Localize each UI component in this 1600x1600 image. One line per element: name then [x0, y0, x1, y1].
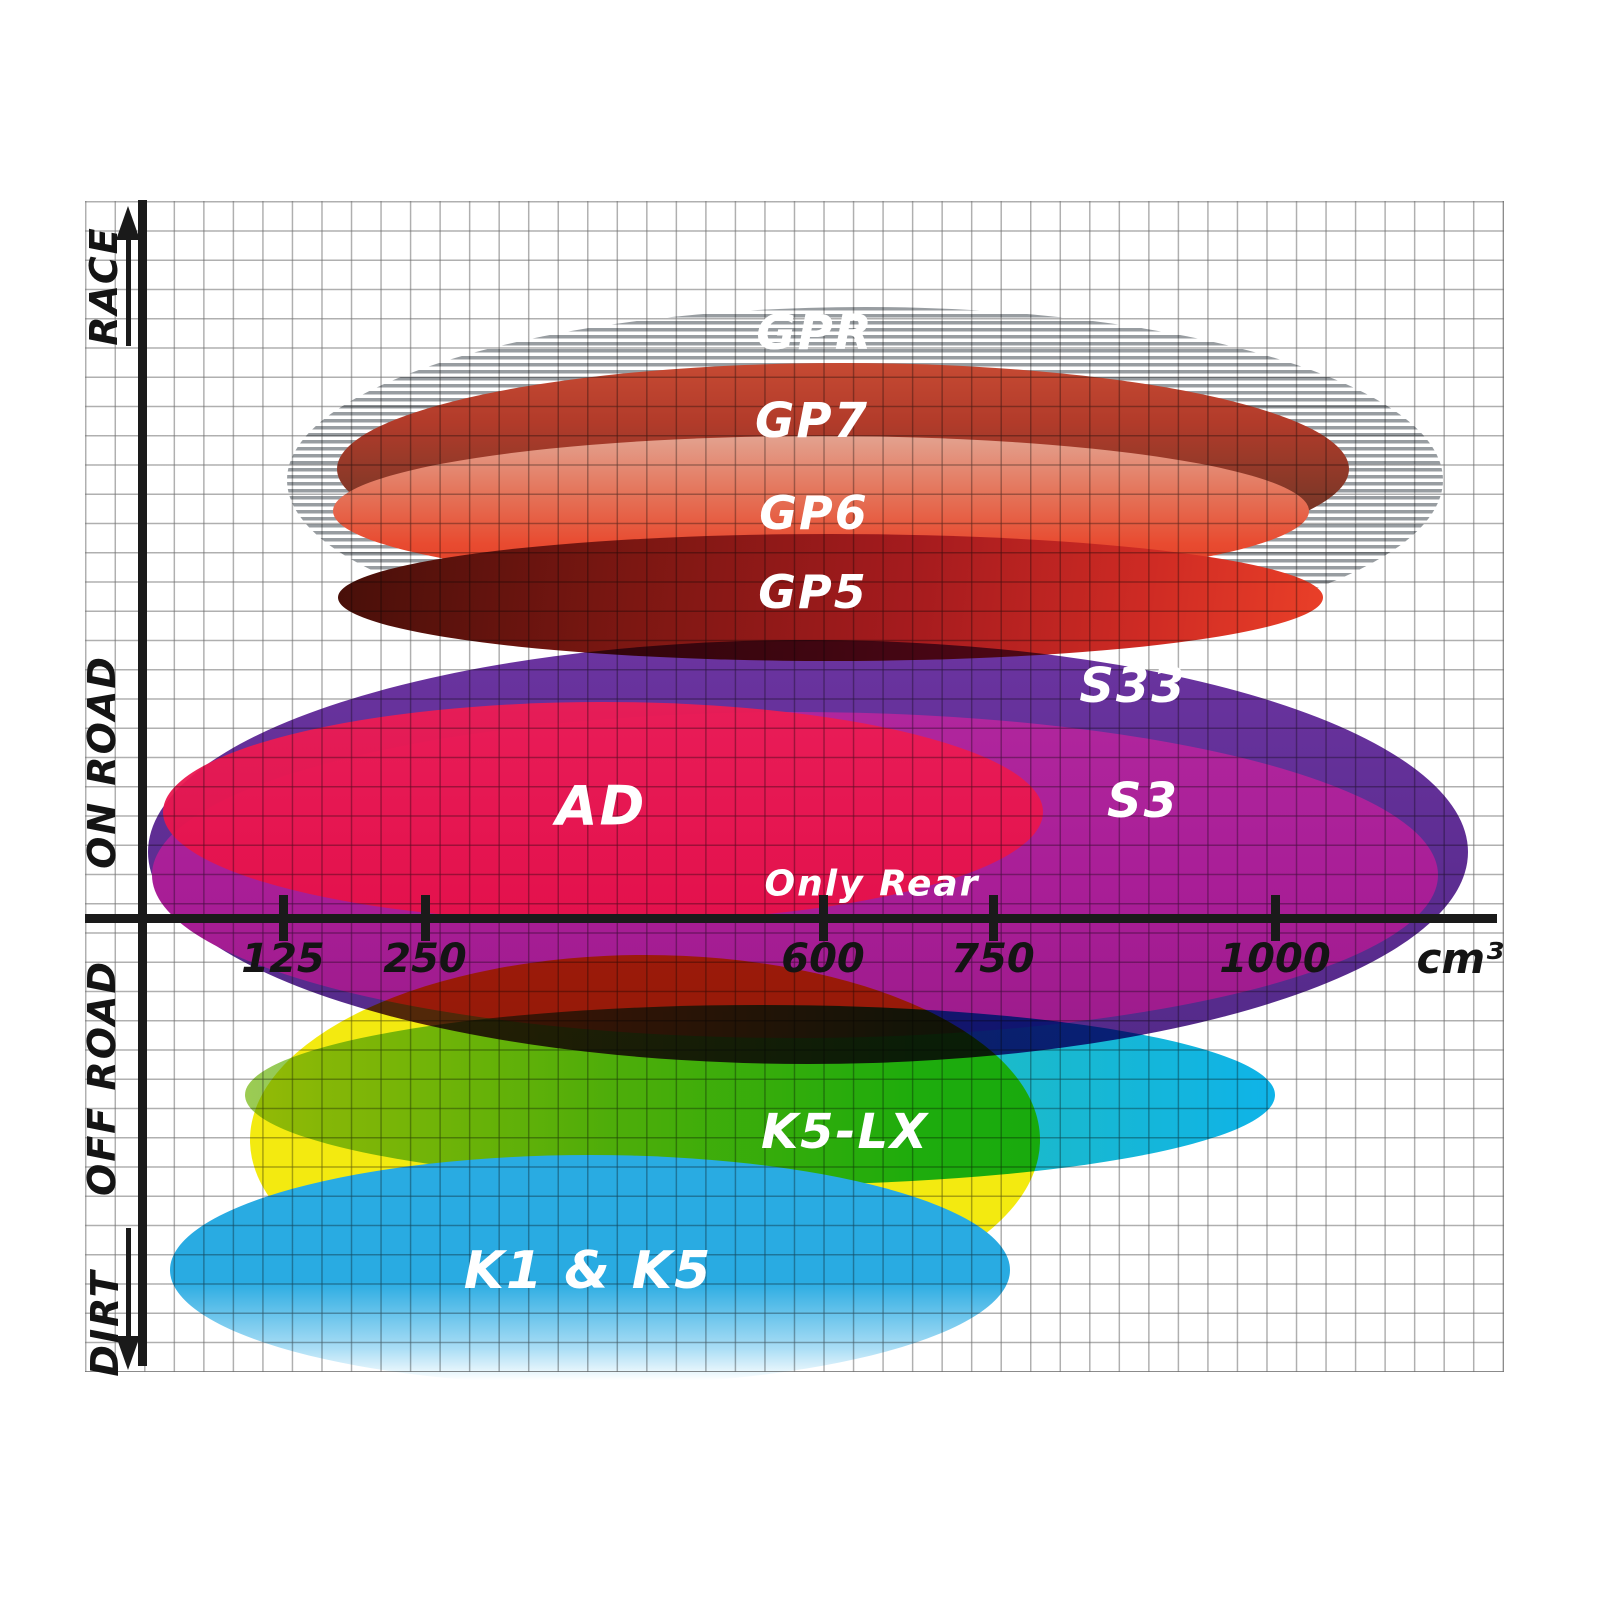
x-tick-label-125: 125	[241, 936, 325, 982]
x-axis-unit-label: cm³	[1416, 934, 1504, 983]
y-label-off-road: OFF ROAD	[80, 960, 124, 1196]
x-axis-line	[85, 914, 1497, 923]
x-tick-600	[819, 895, 828, 941]
ellipse-k1k5	[170, 1155, 1010, 1385]
x-tick-1000	[1271, 895, 1280, 941]
dirt-arrow-down-icon	[116, 1336, 140, 1370]
y-label-on-road: ON ROAD	[80, 655, 124, 869]
x-tick-label-750: 750	[951, 936, 1035, 982]
y-axis-line	[138, 200, 147, 1366]
x-tick-label-250: 250	[383, 936, 467, 982]
race-arrow-up-icon	[116, 206, 140, 240]
y-label-race: RACE	[82, 226, 126, 346]
ellipse-k5lx	[245, 1005, 1275, 1185]
race-arrow-up-stem	[126, 238, 131, 346]
ellipse-ad	[163, 702, 1043, 922]
x-tick-125	[279, 895, 288, 941]
x-tick-label-1000: 1000	[1219, 936, 1331, 982]
x-tick-250	[421, 895, 430, 941]
x-tick-label-600: 600	[781, 936, 865, 982]
x-tick-750	[989, 895, 998, 941]
dirt-arrow-down-stem	[126, 1228, 131, 1338]
